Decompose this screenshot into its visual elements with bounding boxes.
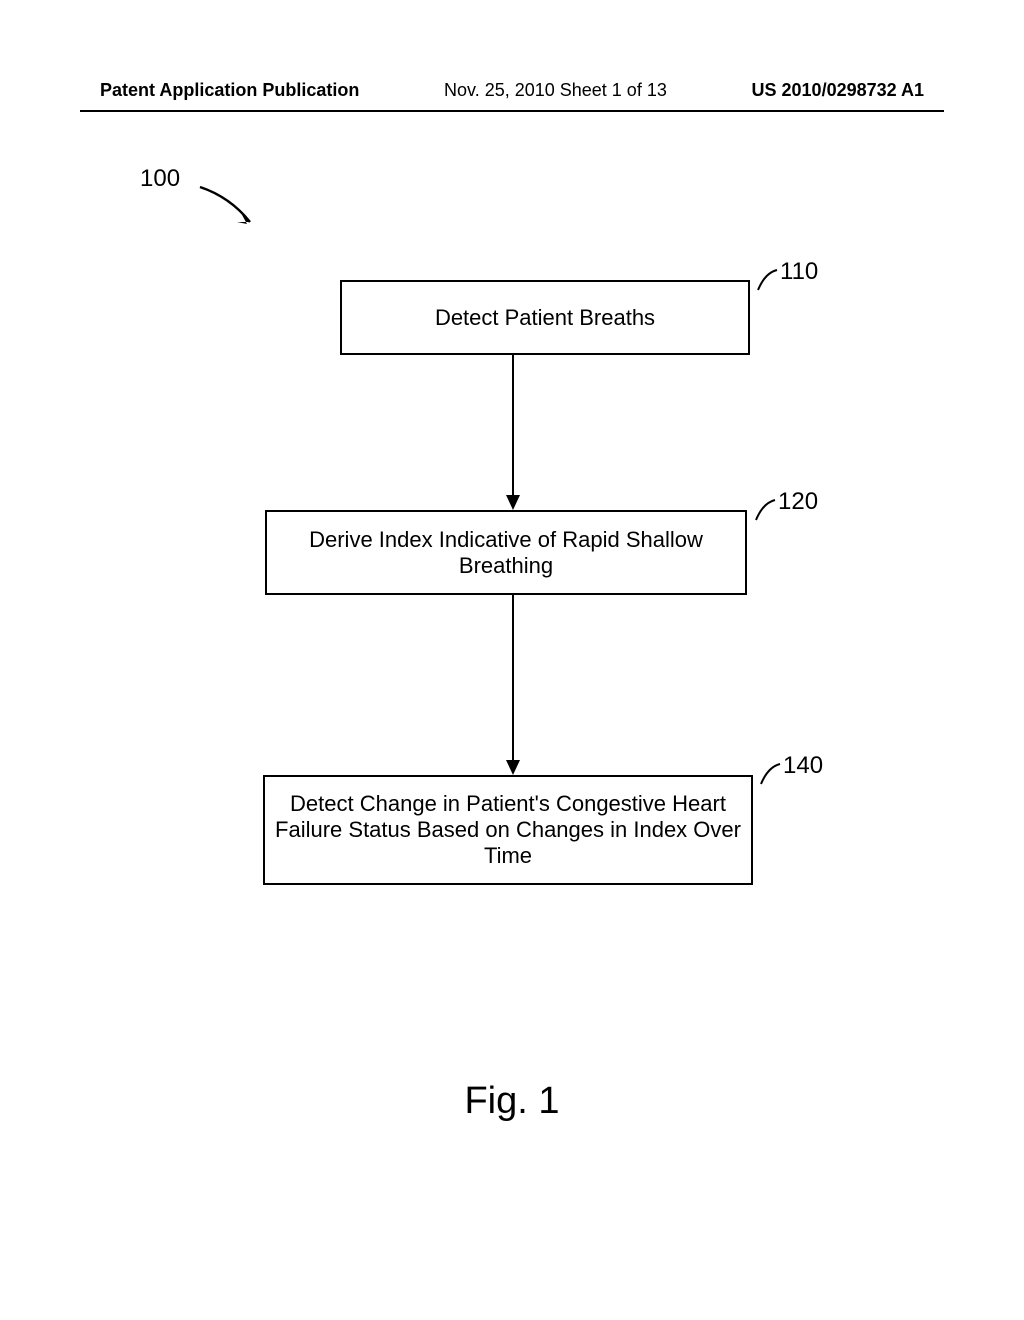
- header-right-text: US 2010/0298732 A1: [752, 80, 924, 101]
- box-140-text: Detect Change in Patient's Congestive He…: [275, 791, 741, 869]
- reference-label-140: 140: [783, 752, 823, 780]
- flowchart-box-110: Detect Patient Breaths: [340, 280, 750, 355]
- reference-hook-120: [753, 498, 778, 523]
- flowchart-box-120: Derive Index Indicative of Rapid Shallow…: [265, 510, 747, 595]
- arrow-110-to-120: [503, 355, 523, 510]
- box-110-text: Detect Patient Breaths: [435, 305, 655, 331]
- reference-hook-140: [758, 762, 783, 787]
- reference-label-110: 110: [780, 258, 818, 286]
- header-left-text: Patent Application Publication: [100, 80, 359, 101]
- header-center-text: Nov. 25, 2010 Sheet 1 of 13: [444, 80, 667, 101]
- arrow-120-to-140: [503, 595, 523, 775]
- figure-label: Fig. 1: [0, 1080, 1024, 1123]
- reference-hook-110: [755, 268, 780, 293]
- header-underline: [80, 110, 944, 112]
- flowchart-box-140: Detect Change in Patient's Congestive He…: [263, 775, 753, 885]
- box-120-text: Derive Index Indicative of Rapid Shallow…: [277, 527, 735, 579]
- reference-arrow-100: [195, 182, 265, 232]
- reference-label-120: 120: [778, 488, 818, 516]
- reference-label-100: 100: [140, 165, 180, 193]
- page-header: Patent Application Publication Nov. 25, …: [0, 80, 1024, 101]
